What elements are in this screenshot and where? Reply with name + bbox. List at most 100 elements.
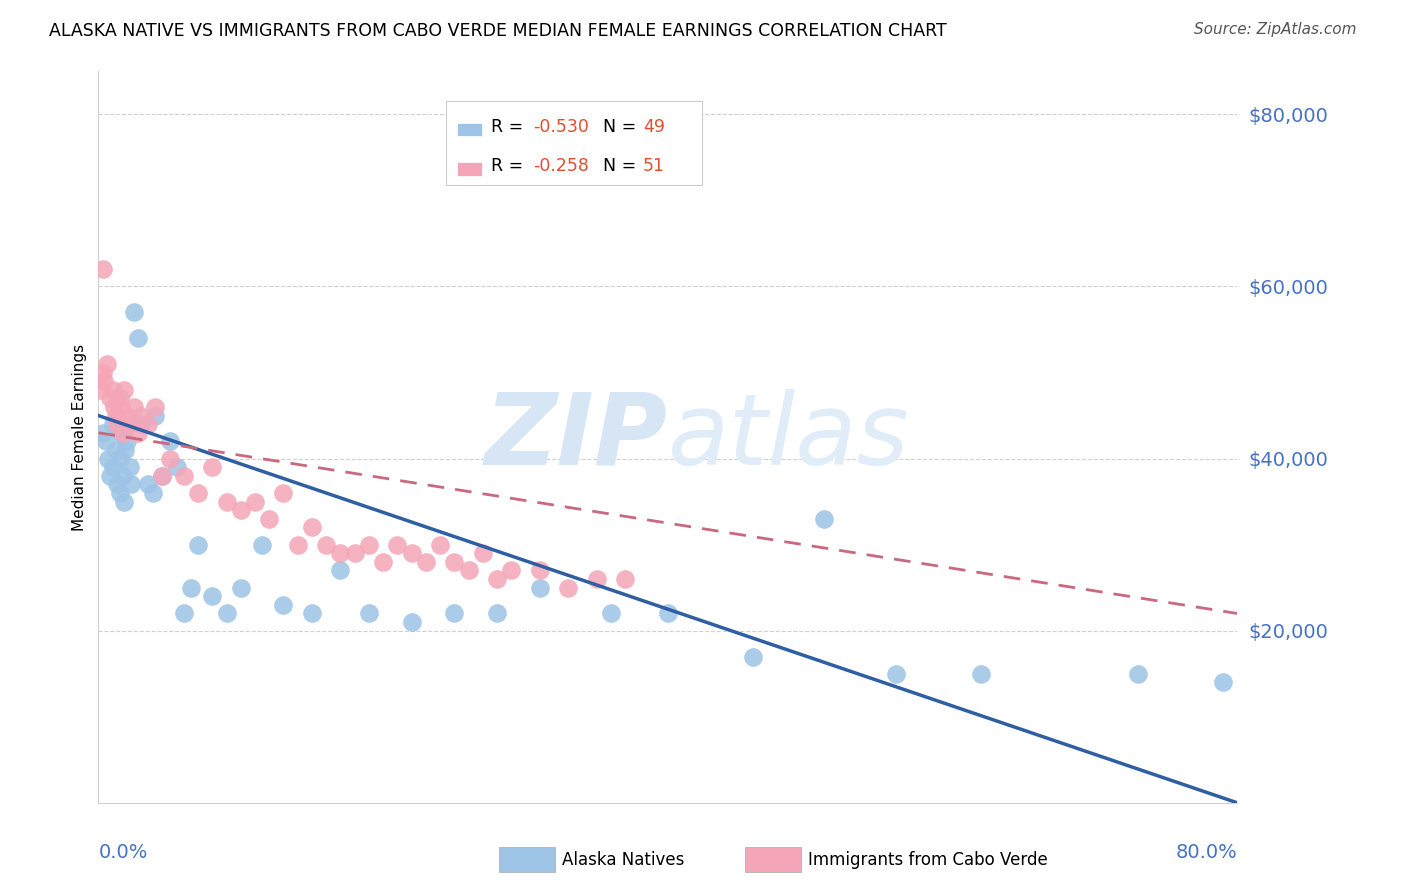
Point xyxy=(1212,675,1234,690)
Point xyxy=(401,546,423,560)
Text: ZIP: ZIP xyxy=(485,389,668,485)
Point xyxy=(742,649,765,664)
Point xyxy=(108,392,131,406)
Point xyxy=(357,607,380,621)
Point xyxy=(273,486,295,500)
FancyBboxPatch shape xyxy=(446,101,702,185)
Point xyxy=(259,512,281,526)
Point xyxy=(301,520,323,534)
Point xyxy=(129,409,152,423)
Point xyxy=(101,460,124,475)
Point xyxy=(343,546,366,560)
Point xyxy=(329,564,352,578)
Text: N =: N = xyxy=(603,157,641,175)
Point xyxy=(145,400,167,414)
Point xyxy=(111,425,134,440)
Point xyxy=(401,615,423,629)
Point xyxy=(173,468,195,483)
Point xyxy=(94,434,117,449)
Point xyxy=(136,417,159,432)
Point xyxy=(215,607,238,621)
Point xyxy=(110,400,132,414)
Text: 0.0%: 0.0% xyxy=(98,843,148,862)
Point xyxy=(111,468,134,483)
Point xyxy=(243,494,266,508)
Point xyxy=(173,607,195,621)
Point xyxy=(970,666,993,681)
Point xyxy=(101,383,124,397)
Point xyxy=(443,607,465,621)
Point xyxy=(201,460,224,475)
Point xyxy=(429,538,451,552)
Point xyxy=(91,262,114,277)
Point xyxy=(152,468,174,483)
Point xyxy=(315,538,337,552)
Point xyxy=(152,468,174,483)
Point xyxy=(91,425,114,440)
Y-axis label: Median Female Earnings: Median Female Earnings xyxy=(72,343,87,531)
Point xyxy=(112,383,135,397)
Point xyxy=(229,503,252,517)
Point xyxy=(287,538,309,552)
Point xyxy=(104,409,127,423)
Point xyxy=(104,442,127,457)
Point xyxy=(486,572,509,586)
Point xyxy=(114,442,136,457)
Point xyxy=(122,400,145,414)
Point xyxy=(166,460,188,475)
Text: Immigrants from Cabo Verde: Immigrants from Cabo Verde xyxy=(808,851,1049,869)
Point xyxy=(657,607,679,621)
FancyBboxPatch shape xyxy=(457,162,482,176)
Point xyxy=(101,417,124,432)
Point xyxy=(105,477,128,491)
Text: N =: N = xyxy=(603,118,641,136)
Point xyxy=(600,607,623,621)
Point xyxy=(1126,666,1149,681)
Point xyxy=(97,451,120,466)
Point xyxy=(115,434,138,449)
Text: ALASKA NATIVE VS IMMIGRANTS FROM CABO VERDE MEDIAN FEMALE EARNINGS CORRELATION C: ALASKA NATIVE VS IMMIGRANTS FROM CABO VE… xyxy=(49,22,948,40)
Text: R =: R = xyxy=(491,157,529,175)
Point xyxy=(98,468,121,483)
Point xyxy=(614,572,637,586)
Point xyxy=(229,581,252,595)
Point xyxy=(250,538,273,552)
Point xyxy=(884,666,907,681)
Point xyxy=(90,383,112,397)
Point xyxy=(159,434,181,449)
Point xyxy=(103,400,125,414)
Point xyxy=(585,572,607,586)
Point xyxy=(141,486,163,500)
Point xyxy=(118,460,141,475)
Point xyxy=(110,425,132,440)
FancyBboxPatch shape xyxy=(457,123,482,136)
Point xyxy=(93,374,115,388)
Point xyxy=(201,589,224,603)
Point xyxy=(115,409,138,423)
Point xyxy=(127,331,149,345)
Text: Source: ZipAtlas.com: Source: ZipAtlas.com xyxy=(1194,22,1357,37)
Point xyxy=(91,366,114,380)
Point xyxy=(557,581,579,595)
Point xyxy=(443,555,465,569)
Point xyxy=(98,392,121,406)
Point xyxy=(273,598,295,612)
Point xyxy=(122,305,145,319)
Point xyxy=(301,607,323,621)
Point xyxy=(501,564,523,578)
Point xyxy=(357,538,380,552)
Point xyxy=(215,494,238,508)
Point xyxy=(187,538,209,552)
Point xyxy=(529,564,551,578)
Point xyxy=(373,555,395,569)
Text: atlas: atlas xyxy=(668,389,910,485)
Text: -0.258: -0.258 xyxy=(533,157,589,175)
Point xyxy=(387,538,409,552)
Point xyxy=(108,451,131,466)
Point xyxy=(529,581,551,595)
Point xyxy=(105,417,128,432)
Point xyxy=(415,555,437,569)
Text: 51: 51 xyxy=(643,157,665,175)
Point xyxy=(180,581,202,595)
Point xyxy=(127,425,149,440)
